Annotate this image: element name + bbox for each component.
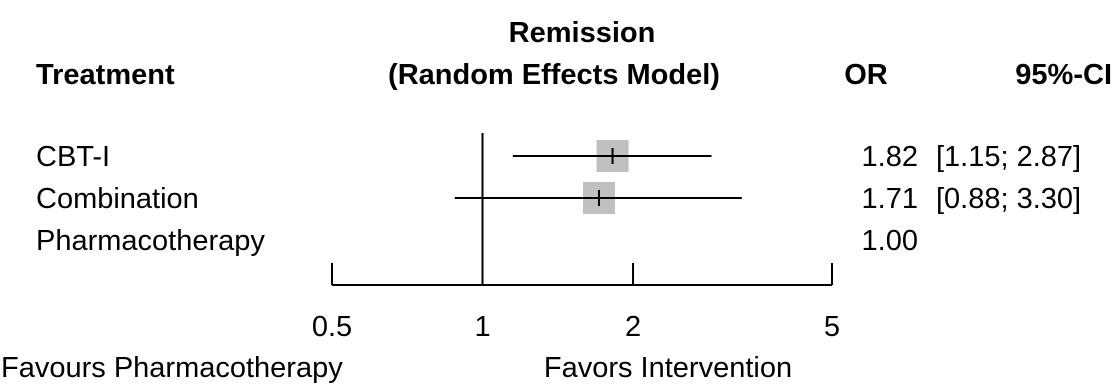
x-tick-label: 2: [625, 311, 641, 343]
row-label-combination: Combination: [36, 183, 199, 215]
row-label-cbt-i: CBT-I: [36, 141, 110, 173]
x-tick-label: 1: [474, 311, 490, 343]
x-tick-label: 0.5: [312, 311, 352, 343]
header-ci: 95%-CI: [1015, 59, 1112, 91]
favours-right-label: Favors Intervention: [544, 352, 792, 384]
ci-value-cbt-i: [1.15; 2.87]: [936, 141, 1081, 173]
x-tick-label: 5: [824, 311, 840, 343]
favours-left-label: Favours Pharmacotherapy: [1, 352, 343, 384]
header-treatment: Treatment: [36, 59, 175, 91]
plot-title-line1: Remission: [509, 17, 656, 49]
ci-value-combination: [0.88; 3.30]: [936, 183, 1081, 215]
header-or: OR: [844, 59, 888, 91]
or-value-combination: 1.71: [862, 183, 918, 215]
row-label-pharmacotherapy: Pharmacotherapy: [36, 225, 265, 257]
plot-area: CBT-I 1.82 [1.15; 2.87] Combination 1.71 [0.8…: [1, 133, 1081, 384]
plot-title-line2: (Random Effects Model): [388, 59, 720, 91]
or-value-cbt-i: 1.82: [862, 141, 918, 173]
or-value-pharmacotherapy: 1.00: [862, 225, 918, 257]
